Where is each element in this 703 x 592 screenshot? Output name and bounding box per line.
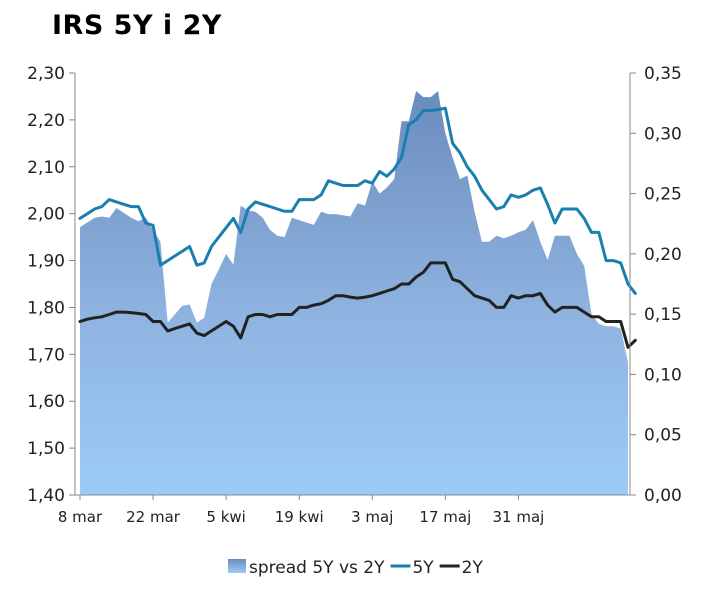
y-left-tick-label: 1,90 xyxy=(27,252,65,272)
x-tick-label: 31 maj xyxy=(492,508,544,526)
series-line-2y xyxy=(78,261,637,349)
x-tick-label: 17 maj xyxy=(419,508,471,526)
y-right-tick-label: 0,10 xyxy=(644,365,682,385)
y-left-tick-label: 1,40 xyxy=(27,486,65,506)
legend-swatch-spread xyxy=(228,559,246,573)
series-line-5y xyxy=(78,106,637,295)
legend-label-2y: 2Y xyxy=(462,558,484,578)
y-right-tick-label: 0,30 xyxy=(644,124,682,144)
y-right-tick-label: 0,20 xyxy=(644,245,682,265)
x-tick-label: 22 mar xyxy=(126,508,181,526)
series-spread-area xyxy=(80,91,628,495)
y-left-tick-label: 2,20 xyxy=(27,111,65,131)
y-left-tick-label: 2,30 xyxy=(27,64,65,84)
legend-label-spread: spread 5Y vs 2Y xyxy=(249,558,385,578)
y-left-tick-label: 1,70 xyxy=(27,345,65,365)
x-tick-label: 3 maj xyxy=(351,508,393,526)
y-right-tick-label: 0,35 xyxy=(644,64,682,84)
x-tick-label: 8 mar xyxy=(58,508,103,526)
x-tick-label: 5 kwi xyxy=(206,508,245,526)
x-tick-label: 19 kwi xyxy=(275,508,324,526)
y-left-tick-label: 2,00 xyxy=(27,205,65,225)
y-right-tick-label: 0,05 xyxy=(644,426,682,446)
y-left-tick-label: 1,80 xyxy=(27,298,65,318)
y-right-tick-label: 0,15 xyxy=(644,305,682,325)
y-right-tick-label: 0,00 xyxy=(644,486,682,506)
y-left-tick-label: 1,50 xyxy=(27,439,65,459)
y-left-tick-label: 2,10 xyxy=(27,158,65,178)
chart-title: IRS 5Y i 2Y xyxy=(52,10,222,41)
y-right-tick-label: 0,25 xyxy=(644,185,682,205)
legend-label-5y: 5Y xyxy=(412,558,434,578)
y-left-tick-label: 1,60 xyxy=(27,392,65,412)
